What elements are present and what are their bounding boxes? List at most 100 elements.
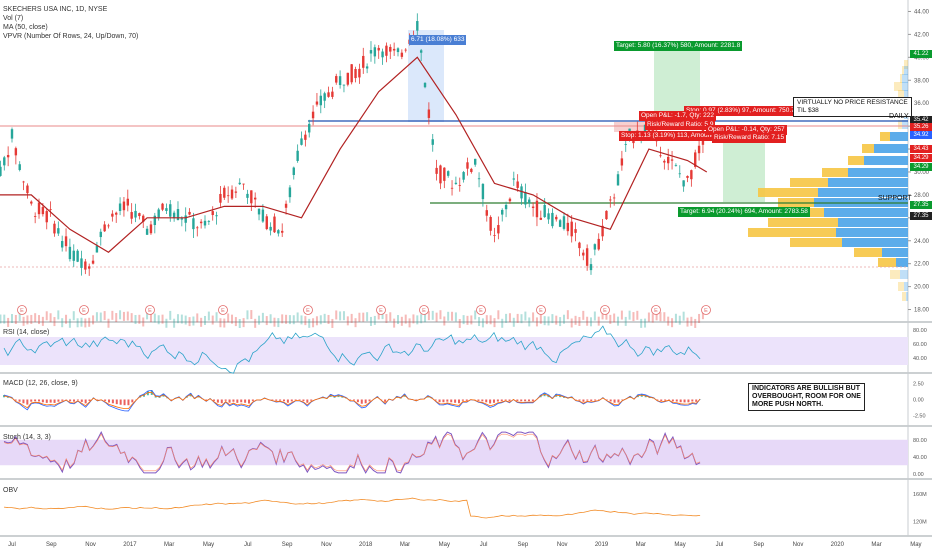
stop-1-tag[interactable]: Stop: 0.97 (2.83%) 97, Amount: 750.71	[684, 106, 801, 116]
macd-histogram-bar	[108, 399, 110, 403]
volume-bar	[331, 318, 334, 328]
volume-bar	[95, 312, 98, 322]
candle-body	[238, 182, 241, 185]
volume-bar	[339, 311, 342, 321]
candle-body	[690, 170, 693, 180]
x-tick-label: May	[910, 542, 921, 548]
candle-body	[585, 248, 589, 266]
volume-bar	[412, 314, 415, 324]
vpvr-up-bar	[894, 82, 902, 91]
candle-body	[300, 138, 303, 145]
candle-body	[180, 218, 184, 220]
vpvr-label[interactable]: VPVR (Number Of Rows, 24, Up/Down, 70)	[3, 33, 139, 40]
volume-bar	[92, 315, 95, 325]
x-tick-label: Mar	[871, 542, 881, 548]
volume-bar	[369, 316, 372, 326]
rr-1-tag[interactable]: Risk/Reward Ratio: 5.9	[645, 120, 716, 130]
top-measure-tag[interactable]: 6.71 (18.08%) 633	[409, 35, 467, 45]
earnings-marker	[17, 305, 27, 315]
volume-bar	[439, 310, 442, 320]
macd-histogram-bar	[613, 399, 616, 403]
volume-bar	[647, 312, 650, 322]
macd-histogram-bar	[232, 399, 235, 402]
volume-bar	[578, 316, 581, 326]
x-tick-label: May	[439, 542, 450, 548]
vpvr-down-bar	[882, 248, 908, 257]
vpvr-up-bar	[862, 144, 874, 153]
vpvr-up-bar	[902, 292, 906, 301]
candle-body	[226, 195, 230, 197]
rr-2-tag[interactable]: Risk/Reward Ratio: 7.15	[712, 133, 787, 143]
rsi-legend[interactable]: RSI (14, close)	[3, 329, 50, 336]
volume-bar	[184, 315, 187, 325]
volume-bar	[288, 315, 291, 325]
macd-histogram-bar	[290, 399, 293, 402]
macd-histogram-bar	[496, 399, 499, 402]
indicator-note[interactable]: INDICATORS ARE BULLISH BUT OVERBOUGHT, R…	[748, 383, 865, 411]
macd-legend[interactable]: MACD (12, 26, close, 9)	[3, 380, 78, 387]
volume-bar	[385, 313, 388, 323]
open-pl-1-tag[interactable]: Open P&L: -1.7, Qty: 222	[639, 111, 716, 121]
open-pl-2-tag[interactable]: Open P&L: -0.14, Qty: 257	[706, 125, 787, 135]
volume-bar	[57, 310, 60, 320]
earnings-marker	[218, 305, 228, 315]
candle-body	[439, 165, 442, 184]
candle-body	[400, 52, 404, 57]
candle-body	[489, 216, 492, 231]
candle-body	[697, 145, 701, 154]
ma-label[interactable]: MA (50, close)	[3, 24, 48, 31]
candle-body	[308, 123, 311, 133]
candle-body	[211, 211, 214, 216]
macd-histogram-bar	[461, 399, 464, 401]
volume-bar	[686, 317, 689, 327]
vpvr-down-bar	[904, 282, 908, 291]
vpvr-up-bar	[758, 188, 818, 197]
candle-body	[91, 260, 95, 264]
stoch-legend[interactable]: Stoch (14, 3, 3)	[3, 434, 51, 441]
candle-body	[670, 159, 674, 161]
vpvr-down-bar	[890, 132, 908, 141]
volume-bar	[169, 310, 172, 320]
obv-legend[interactable]: OBV	[3, 487, 18, 494]
candle-body	[551, 212, 554, 227]
candle-body	[30, 201, 33, 204]
vpvr-up-bar	[804, 208, 824, 217]
macd-histogram-bar	[621, 399, 624, 401]
candle-body	[184, 215, 187, 223]
vpvr-up-bar	[900, 74, 902, 83]
target-top-tag[interactable]: Target: 5.80 (16.37%) 580, Amount: 2281.…	[614, 41, 743, 51]
volume-bar	[570, 318, 573, 328]
symbol-title[interactable]: SKECHERS USA INC, 1D, NYSE	[3, 6, 108, 13]
candle-body	[612, 197, 616, 199]
macd-histogram-bar	[104, 399, 107, 401]
candle-body	[199, 221, 203, 224]
volume-bar	[323, 313, 326, 323]
candle-body	[694, 152, 697, 167]
macd-histogram-bar	[353, 399, 355, 401]
candle-body	[481, 183, 485, 200]
volume-bar	[157, 315, 160, 325]
price-axis-tag: 35.42	[910, 116, 932, 124]
volume-bar	[663, 312, 666, 322]
resistance-note[interactable]: VIRTUALLY NO PRICE RESISTANCE TIL $38	[793, 97, 912, 117]
candle-body	[265, 216, 268, 230]
volume-bar	[539, 314, 542, 324]
macd-histogram-bar	[76, 399, 79, 401]
candle-body	[354, 69, 357, 79]
macd-histogram-bar	[251, 399, 254, 401]
macd-histogram-bar	[493, 399, 495, 403]
stop-2-tag[interactable]: Stop: 1.13 (3.19%) 113, Amount:	[619, 131, 717, 141]
volume-bar	[698, 313, 701, 323]
x-tick-label: 2020	[831, 542, 845, 548]
candle-body	[535, 200, 539, 218]
macd-histogram-bar	[73, 399, 75, 402]
target-bottom-tag[interactable]: Target: 6.94 (20.24%) 694, Amount: 2783.…	[678, 207, 810, 217]
candle-body	[427, 109, 431, 118]
volume-bar	[161, 314, 164, 324]
candle-body	[192, 218, 195, 230]
volume-bar	[49, 313, 52, 323]
vol-label[interactable]: Vol (7)	[3, 15, 24, 22]
volume-bar	[574, 315, 577, 325]
price-tick-label: 28.00	[914, 193, 930, 199]
